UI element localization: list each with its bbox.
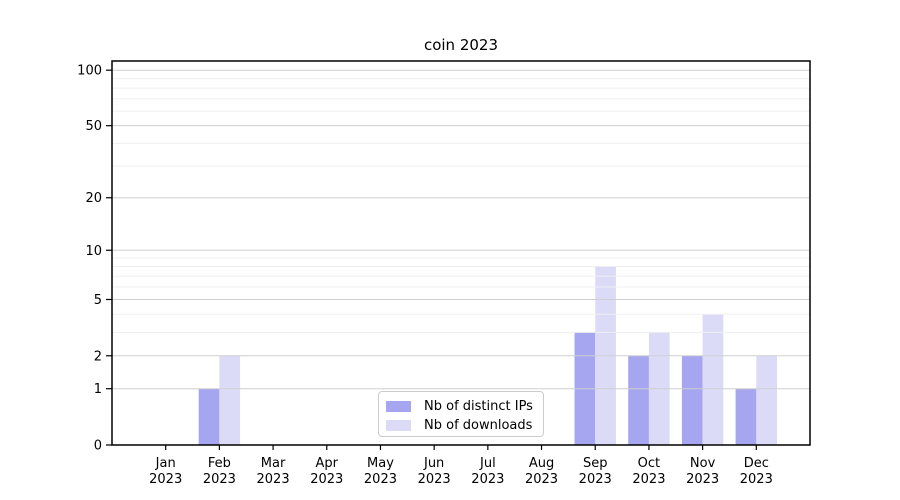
legend-item-distinct-ips: Nb of distinct IPs [386, 397, 543, 416]
bar-distinct-ips [628, 355, 649, 445]
y-tick-label: 0 [94, 439, 102, 454]
axes-spines [111, 60, 811, 446]
x-tick-label-year: 2023 [364, 472, 397, 487]
bar-downloads [219, 355, 241, 445]
x-tick-label-month: Sep [583, 456, 608, 471]
x-tick-label-month: Apr [316, 456, 339, 471]
bar-distinct-ips [735, 388, 757, 445]
x-tick-label-year: 2023 [686, 472, 719, 487]
y-tick-label: 20 [85, 191, 102, 206]
x-tick-label-year: 2023 [310, 472, 343, 487]
bar-distinct-ips [198, 388, 220, 445]
x-tick-label-month: Jul [479, 456, 496, 471]
x-tick-label-month: Nov [690, 456, 716, 471]
x-tick-label-month: Jan [155, 456, 176, 471]
x-tick-label-year: 2023 [740, 472, 773, 487]
chart-title: coin 2023 [423, 36, 499, 54]
x-tick-label-month: Dec [744, 456, 769, 471]
legend-label-downloads: Nb of downloads [424, 418, 533, 433]
x-tick-label-year: 2023 [149, 472, 182, 487]
x-tick-label-year: 2023 [632, 472, 665, 487]
x-tick-label-year: 2023 [579, 472, 612, 487]
legend-label-distinct-ips: Nb of distinct IPs [424, 399, 533, 414]
y-tick-label: 2 [94, 349, 102, 364]
y-tick-label: 10 [85, 244, 102, 259]
x-tick-label-month: May [367, 456, 394, 471]
x-tick-label-year: 2023 [257, 472, 290, 487]
x-tick-label-year: 2023 [525, 472, 558, 487]
x-tick-label-year: 2023 [418, 472, 451, 487]
y-tick-label: 1 [94, 382, 102, 397]
bar-distinct-ips [681, 355, 703, 445]
legend-item-downloads: Nb of downloads [386, 416, 543, 435]
legend: Nb of distinct IPs Nb of downloads [378, 391, 544, 437]
y-tick-label: 50 [85, 119, 102, 134]
y-tick-label: 5 [94, 293, 102, 308]
legend-swatch-distinct-ips [386, 401, 411, 412]
x-tick-label-year: 2023 [471, 472, 504, 487]
x-tick-label-year: 2023 [203, 472, 236, 487]
bar-downloads [756, 355, 778, 445]
x-tick-label-month: Feb [208, 456, 231, 471]
y-tick-label: 100 [77, 64, 102, 79]
x-tick-label-month: Aug [529, 456, 554, 471]
x-tick-label-month: Mar [261, 456, 286, 471]
x-tick-label-month: Oct [638, 456, 660, 471]
bar-downloads [702, 314, 724, 445]
x-tick-label-month: Jun [423, 456, 444, 471]
legend-swatch-downloads [386, 420, 411, 431]
